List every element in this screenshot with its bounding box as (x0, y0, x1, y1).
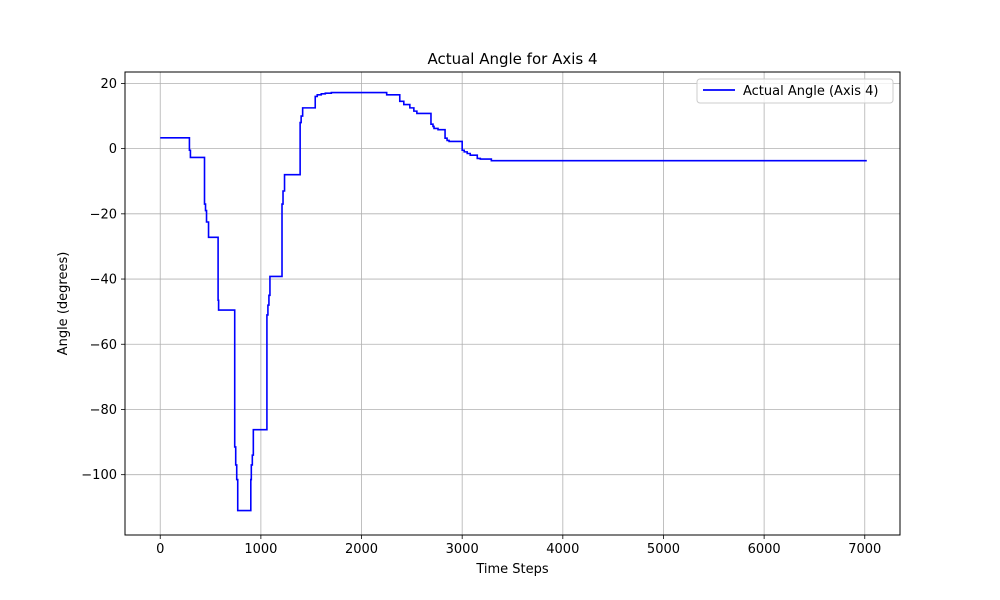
y-tick-label: 0 (109, 142, 117, 157)
x-tick-label: 5000 (647, 542, 680, 557)
ticks: 0 1000 2000 3000 4000 5000 6000 7000 20 0 −20 −40 −6… (81, 77, 881, 557)
x-tick-label: 0 (156, 542, 164, 557)
series-line-actual-angle (160, 91, 867, 512)
y-tick-label: −20 (90, 207, 117, 222)
legend: Actual Angle (Axis 4) (696, 78, 894, 104)
plot-area-frame (124, 71, 901, 536)
x-tick-label: 6000 (748, 542, 781, 557)
x-axis-title: Time Steps (475, 562, 549, 577)
x-tick-label: 4000 (546, 542, 579, 557)
x-tick-label: 2000 (345, 542, 378, 557)
y-axis-title: Angle (degrees) (56, 252, 71, 356)
y-tick-label: 20 (100, 77, 117, 92)
series-layer (160, 91, 867, 512)
chart-title: Actual Angle for Axis 4 (427, 50, 597, 68)
legend-label-actual-angle: Actual Angle (Axis 4) (743, 84, 879, 99)
x-tick-label: 7000 (848, 542, 881, 557)
y-tick-label: −100 (81, 468, 117, 483)
y-tick-label: −80 (90, 403, 117, 418)
y-tick-label: −60 (90, 338, 117, 353)
grid (125, 72, 900, 535)
x-tick-label: 1000 (244, 542, 277, 557)
x-tick-label: 3000 (446, 542, 479, 557)
legend-box (696, 78, 894, 104)
y-tick-label: −40 (90, 273, 117, 288)
